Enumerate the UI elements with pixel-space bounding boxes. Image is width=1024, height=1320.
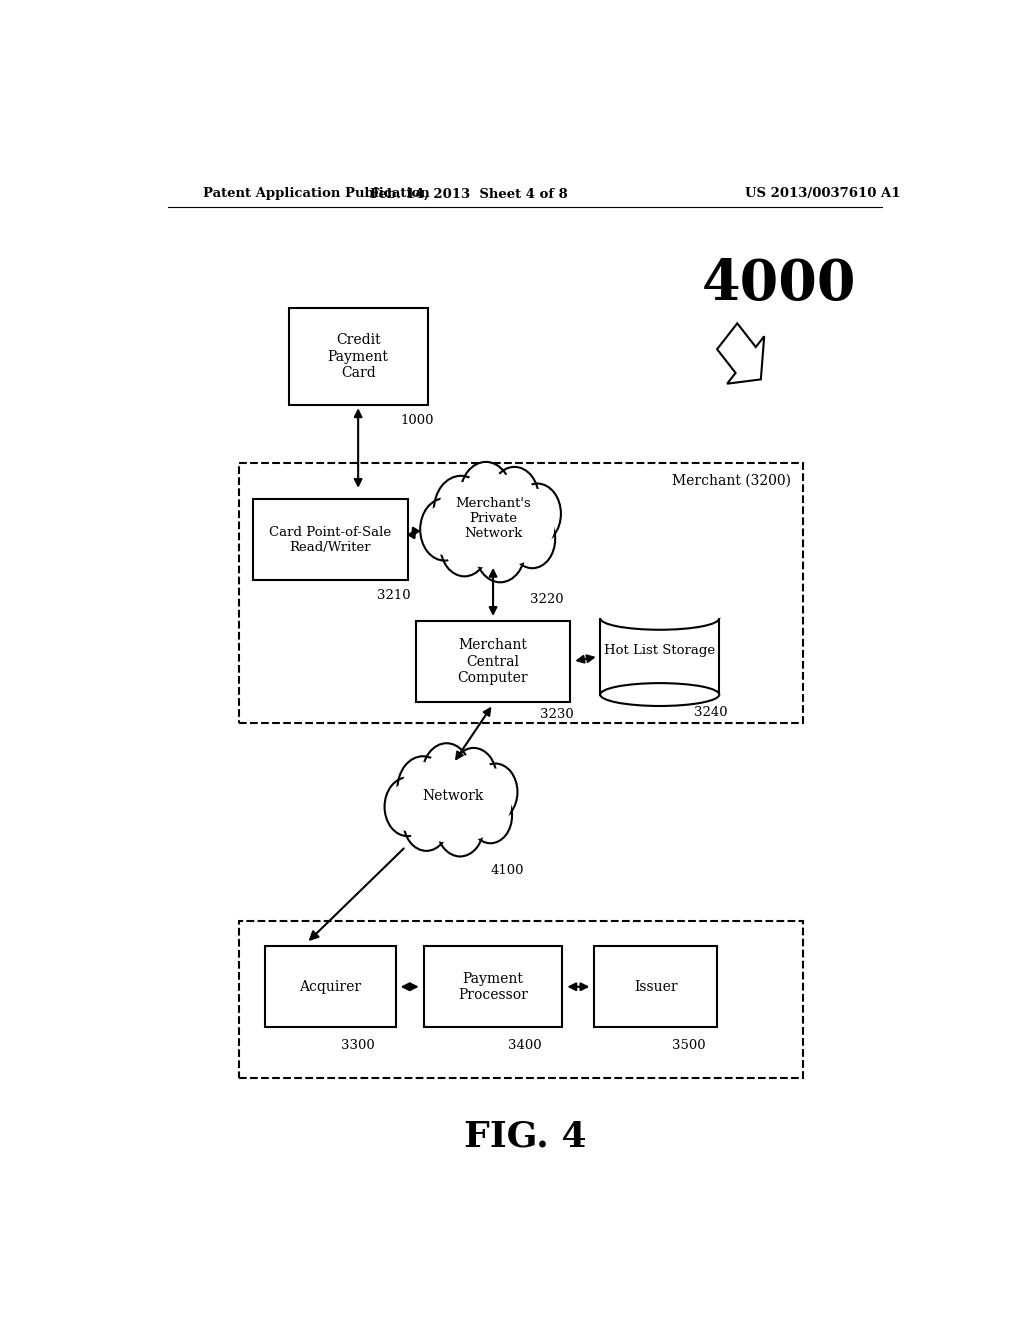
Text: 3300: 3300 xyxy=(341,1039,375,1052)
Circle shape xyxy=(403,792,450,851)
Circle shape xyxy=(441,803,479,850)
Text: 4100: 4100 xyxy=(490,865,524,878)
Bar xyxy=(600,618,719,694)
Circle shape xyxy=(490,467,539,529)
Text: 3210: 3210 xyxy=(377,589,411,602)
Circle shape xyxy=(475,519,525,582)
Circle shape xyxy=(420,499,469,561)
Polygon shape xyxy=(717,323,764,384)
Text: Feb. 14, 2013  Sheet 4 of 8: Feb. 14, 2013 Sheet 4 of 8 xyxy=(371,187,568,201)
Bar xyxy=(594,946,717,1027)
Circle shape xyxy=(477,770,513,814)
Ellipse shape xyxy=(432,486,554,568)
Text: Payment
Processor: Payment Processor xyxy=(458,972,528,1002)
Circle shape xyxy=(514,516,551,562)
Circle shape xyxy=(436,796,483,857)
Circle shape xyxy=(427,750,466,799)
Circle shape xyxy=(440,515,488,577)
Text: 1000: 1000 xyxy=(401,414,434,428)
Text: Merchant's
Private
Network: Merchant's Private Network xyxy=(456,496,530,540)
Circle shape xyxy=(385,777,430,836)
Bar xyxy=(265,946,396,1027)
Ellipse shape xyxy=(422,477,564,577)
Text: Patent Application Publication: Patent Application Publication xyxy=(204,187,430,201)
Circle shape xyxy=(510,510,555,568)
Circle shape xyxy=(439,483,482,539)
Circle shape xyxy=(473,793,508,838)
Ellipse shape xyxy=(386,756,521,851)
Ellipse shape xyxy=(600,607,719,630)
Text: 3220: 3220 xyxy=(530,593,564,606)
Bar xyxy=(240,463,803,722)
Circle shape xyxy=(408,799,444,845)
Circle shape xyxy=(514,483,561,544)
Text: Issuer: Issuer xyxy=(634,979,678,994)
Bar xyxy=(416,620,570,702)
Text: Network: Network xyxy=(423,788,484,803)
Circle shape xyxy=(473,763,517,821)
Text: Hot List Storage: Hot List Storage xyxy=(604,644,716,657)
Circle shape xyxy=(456,754,492,801)
Circle shape xyxy=(460,462,512,528)
Ellipse shape xyxy=(600,684,719,706)
Circle shape xyxy=(422,743,471,805)
Text: 4000: 4000 xyxy=(701,257,856,312)
Bar xyxy=(240,921,803,1078)
Text: Card Point-of-Sale
Read/Writer: Card Point-of-Sale Read/Writer xyxy=(269,525,391,553)
Circle shape xyxy=(397,756,449,822)
Circle shape xyxy=(389,783,426,830)
Text: Merchant (3200): Merchant (3200) xyxy=(672,474,791,487)
Circle shape xyxy=(518,490,556,537)
Circle shape xyxy=(451,748,497,807)
Text: Acquirer: Acquirer xyxy=(299,979,361,994)
Circle shape xyxy=(402,763,443,816)
Circle shape xyxy=(480,524,520,576)
Text: FIG. 4: FIG. 4 xyxy=(464,1119,586,1154)
Circle shape xyxy=(425,504,464,554)
Circle shape xyxy=(495,473,534,523)
Ellipse shape xyxy=(396,766,511,842)
Circle shape xyxy=(445,520,484,570)
Text: 3400: 3400 xyxy=(508,1039,542,1052)
Text: Credit
Payment
Card: Credit Payment Card xyxy=(328,334,388,380)
Text: Merchant
Central
Computer: Merchant Central Computer xyxy=(458,639,528,685)
Bar xyxy=(289,309,428,405)
Text: 3500: 3500 xyxy=(673,1039,706,1052)
Circle shape xyxy=(465,469,507,521)
Text: 3230: 3230 xyxy=(540,708,573,721)
Bar xyxy=(424,946,562,1027)
Text: US 2013/0037610 A1: US 2013/0037610 A1 xyxy=(744,187,900,201)
Circle shape xyxy=(469,788,512,843)
Bar xyxy=(599,602,720,618)
Circle shape xyxy=(434,475,488,545)
Text: 3240: 3240 xyxy=(694,706,728,719)
Bar xyxy=(253,499,408,581)
